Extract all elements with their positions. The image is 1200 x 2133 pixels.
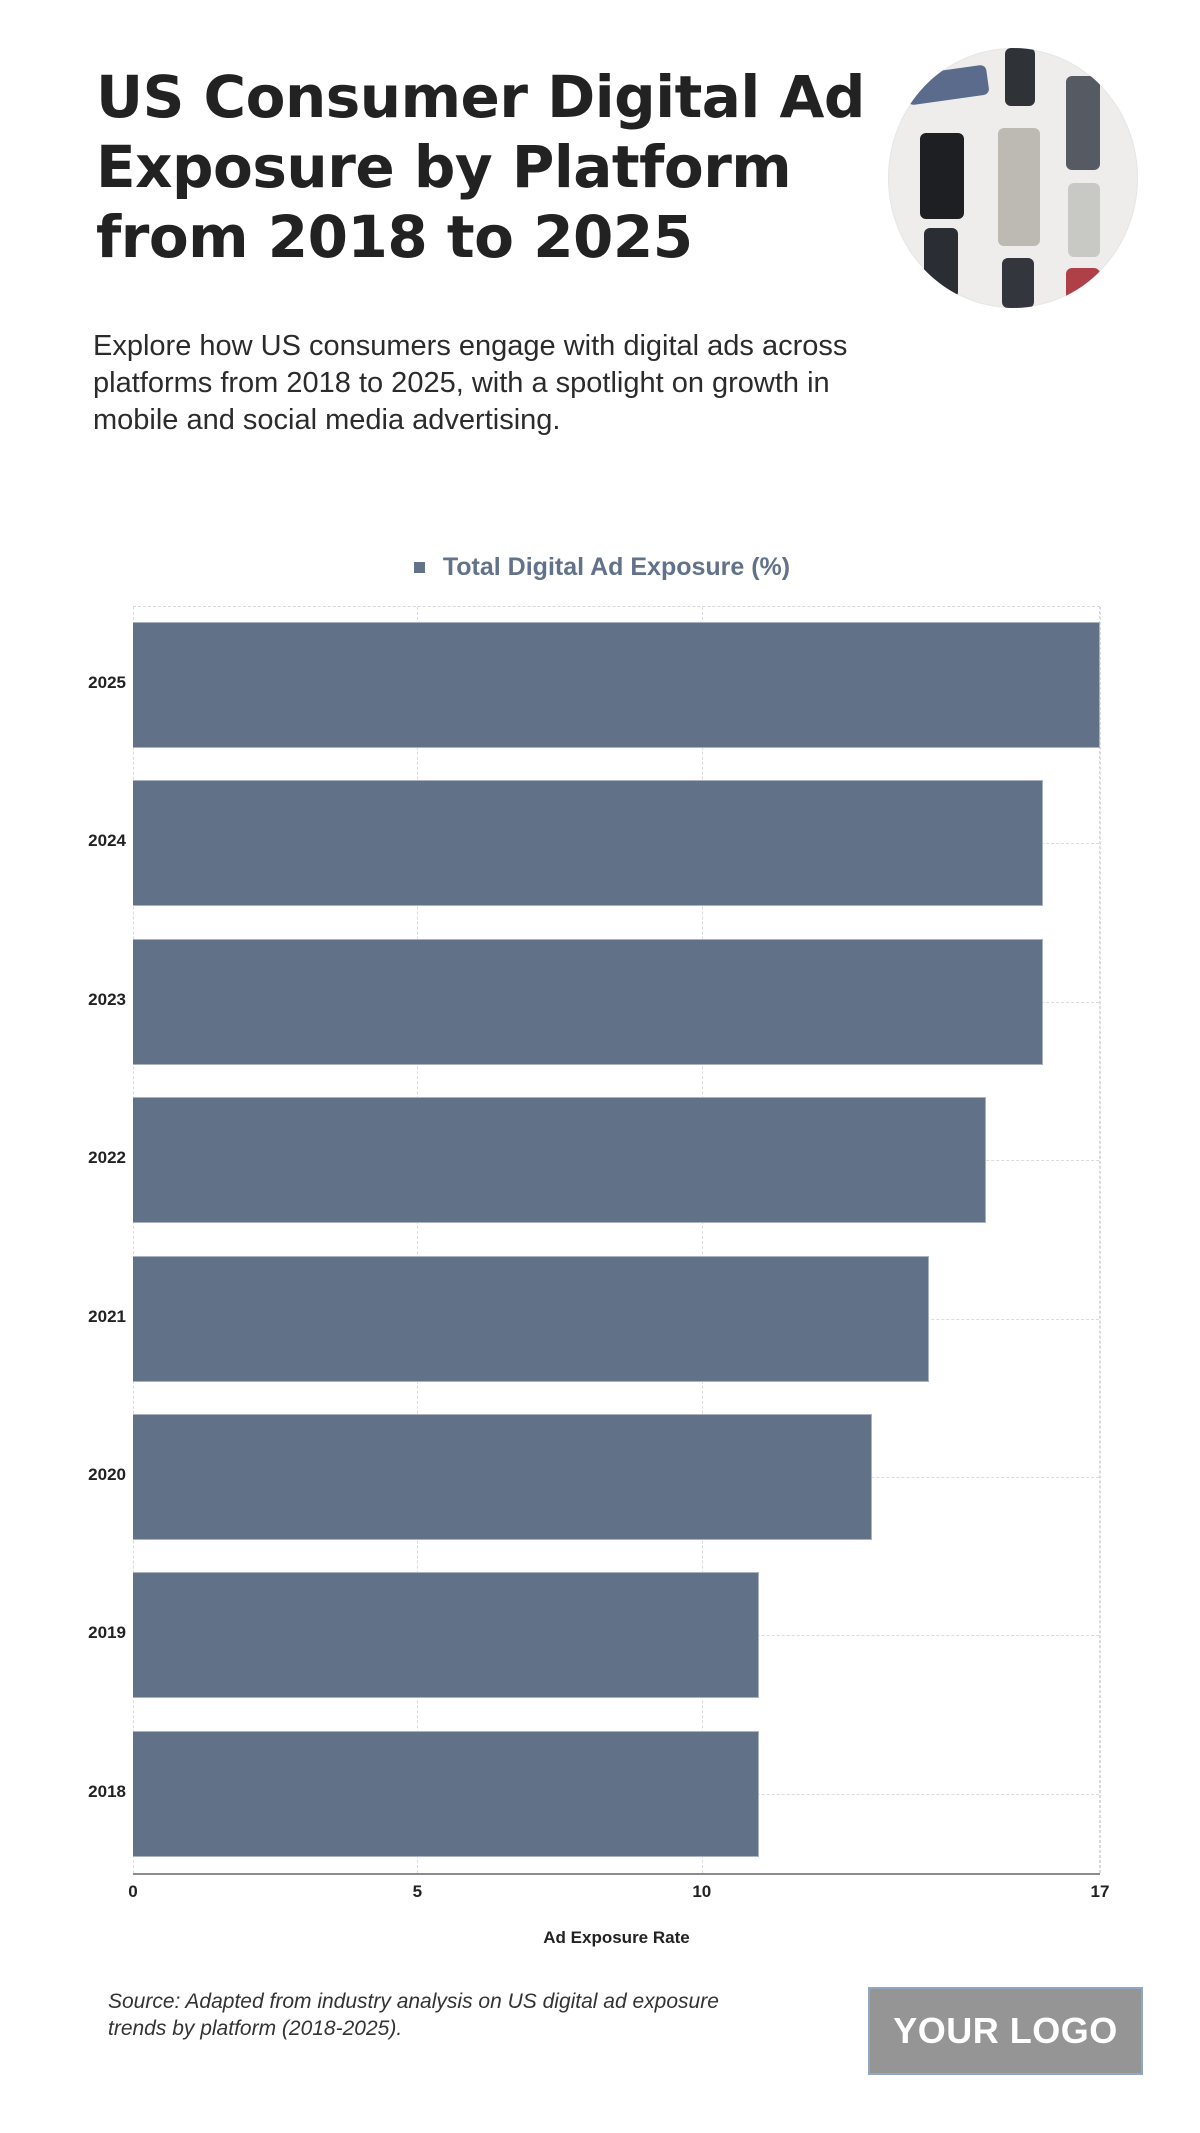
mobile-phones-image	[888, 48, 1138, 308]
vertical-gridline	[133, 607, 134, 1873]
legend-label: Total Digital Ad Exposure (%)	[442, 553, 791, 581]
bar-2018[interactable]	[133, 1730, 759, 1857]
bar-2024[interactable]	[133, 780, 1044, 907]
x-tick-label: 0	[128, 1882, 138, 1901]
phone-icon	[924, 228, 958, 298]
phone-icon	[920, 133, 964, 219]
page-title: US Consumer Digital Ad Exposure by Platf…	[96, 63, 865, 271]
bar-2025[interactable]	[133, 622, 1100, 748]
y-tick-label: 2023	[88, 989, 126, 1009]
y-tick-label: 2018	[88, 1781, 126, 1801]
bar-2019[interactable]	[133, 1572, 759, 1699]
y-tick-label: 2022	[88, 1148, 126, 1168]
phone-icon	[1068, 183, 1100, 257]
phone-icon	[998, 128, 1040, 246]
bar-2020[interactable]	[133, 1414, 873, 1540]
x-tick-label: 17	[1090, 1882, 1110, 1901]
bar-2021[interactable]	[133, 1255, 930, 1382]
vertical-gridline	[1100, 607, 1101, 1873]
y-tick-label: 2019	[88, 1623, 126, 1643]
vertical-gridline	[417, 607, 419, 1873]
vertical-gridline	[701, 607, 703, 1873]
x-axis-title: Ad Exposure Rate	[543, 1928, 690, 1947]
chart-legend: Total Digital Ad Exposure (%)	[0, 553, 1200, 582]
x-axis-line	[133, 1873, 1100, 1875]
phone-icon	[1066, 268, 1100, 308]
y-tick-label: 2024	[88, 831, 126, 851]
phone-icon	[1005, 48, 1035, 106]
phone-icon	[1002, 258, 1034, 308]
logo-placeholder: YOUR LOGO	[868, 1987, 1143, 2075]
bar-2022[interactable]	[133, 1097, 987, 1224]
y-tick-label: 2025	[88, 673, 126, 692]
phone-icon	[904, 64, 990, 106]
y-tick-label: 2021	[88, 1306, 126, 1326]
page-subtitle: Explore how US consumers engage with dig…	[93, 330, 848, 436]
x-tick-label: 10	[692, 1882, 712, 1901]
legend-swatch-icon	[413, 562, 425, 573]
bar-2023[interactable]	[133, 938, 1044, 1065]
y-tick-label: 2020	[88, 1465, 126, 1484]
source-note: Source: Adapted from industry analysis o…	[108, 1990, 719, 2040]
x-tick-label: 5	[412, 1882, 423, 1901]
phone-icon	[1066, 76, 1100, 170]
bar-chart-plot-area	[133, 606, 1101, 1873]
